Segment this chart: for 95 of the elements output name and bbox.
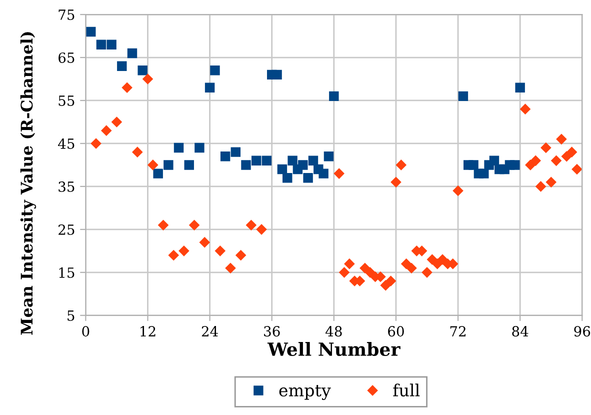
point: [546, 177, 556, 188]
x-tick-label: 48: [326, 326, 342, 337]
point: [106, 40, 116, 50]
point: [386, 276, 396, 286]
point: [138, 66, 148, 76]
point: [308, 156, 318, 166]
point: [452, 186, 464, 196]
point: [127, 48, 138, 58]
x-tick-label: 24: [202, 326, 218, 336]
point: [288, 156, 298, 166]
y-tick-label: 45: [58, 138, 74, 149]
point: [256, 224, 267, 235]
point: [277, 164, 288, 174]
point: [210, 66, 220, 76]
point: [236, 250, 246, 260]
point: [272, 70, 282, 80]
point: [540, 142, 552, 153]
point: [132, 146, 143, 158]
point: [184, 160, 194, 170]
legend-label: empty: [279, 384, 331, 400]
point: [101, 125, 112, 136]
point: [458, 91, 468, 102]
point: [536, 181, 546, 192]
point: [360, 263, 370, 274]
point: [230, 147, 241, 157]
point: [479, 168, 489, 178]
point: [148, 160, 158, 170]
point: [298, 160, 308, 170]
x-tick-label: 96: [574, 326, 590, 337]
point: [225, 263, 236, 274]
point: [551, 156, 562, 166]
point: [344, 258, 355, 269]
point: [164, 160, 174, 170]
point: [303, 172, 313, 183]
point: [510, 160, 520, 170]
point: [365, 267, 376, 278]
point: [241, 160, 251, 170]
point: [262, 156, 272, 166]
point: [339, 267, 350, 278]
point: [189, 220, 200, 230]
point: [422, 267, 432, 278]
point: [194, 142, 204, 153]
point: [220, 152, 230, 162]
point: [153, 168, 163, 178]
point: [204, 82, 215, 92]
point: [432, 258, 442, 269]
point: [324, 152, 334, 162]
point: [112, 116, 122, 128]
point: [334, 168, 344, 179]
x-tick-label: 84: [512, 326, 528, 337]
point: [427, 254, 438, 265]
point: [489, 156, 500, 166]
point: [468, 160, 478, 170]
y-tick-label: 5: [68, 310, 74, 321]
point: [246, 220, 256, 230]
legend-label: full: [393, 384, 420, 397]
point: [86, 26, 96, 37]
point: [515, 82, 525, 92]
point: [282, 172, 292, 183]
y-tick-label: 35: [58, 181, 74, 192]
point: [178, 246, 190, 256]
y-tick-label: 55: [58, 96, 74, 106]
point: [168, 250, 179, 260]
point: [566, 146, 577, 158]
point: [329, 91, 339, 102]
x-tick-label: 36: [264, 326, 280, 337]
point: [158, 220, 168, 230]
y-tick-label: 75: [58, 10, 74, 20]
point: [251, 156, 262, 166]
point: [525, 160, 536, 170]
point: [174, 142, 184, 153]
point: [390, 177, 402, 188]
x-tick-label: 72: [450, 326, 466, 336]
x-axis-title: Well Number: [267, 342, 400, 356]
point: [142, 74, 153, 84]
point: [572, 164, 582, 174]
point: [556, 134, 567, 144]
y-tick-label: 25: [58, 224, 74, 235]
point: [200, 237, 210, 248]
x-tick-label: 12: [140, 326, 156, 336]
point: [90, 138, 102, 149]
x-tick-label: 60: [388, 326, 404, 337]
point: [530, 156, 541, 166]
point: [406, 263, 417, 274]
point: [117, 61, 127, 71]
point: [96, 40, 106, 50]
point: [318, 168, 328, 178]
point: [215, 246, 226, 256]
x-tick-label: 0: [82, 326, 90, 337]
y-axis-title: Mean Intensity Value (R-Channel): [20, 32, 36, 335]
y-tick-label: 65: [58, 52, 74, 63]
point: [396, 160, 406, 170]
point: [122, 82, 132, 93]
y-tick-label: 15: [59, 267, 74, 278]
point: [520, 104, 530, 114]
